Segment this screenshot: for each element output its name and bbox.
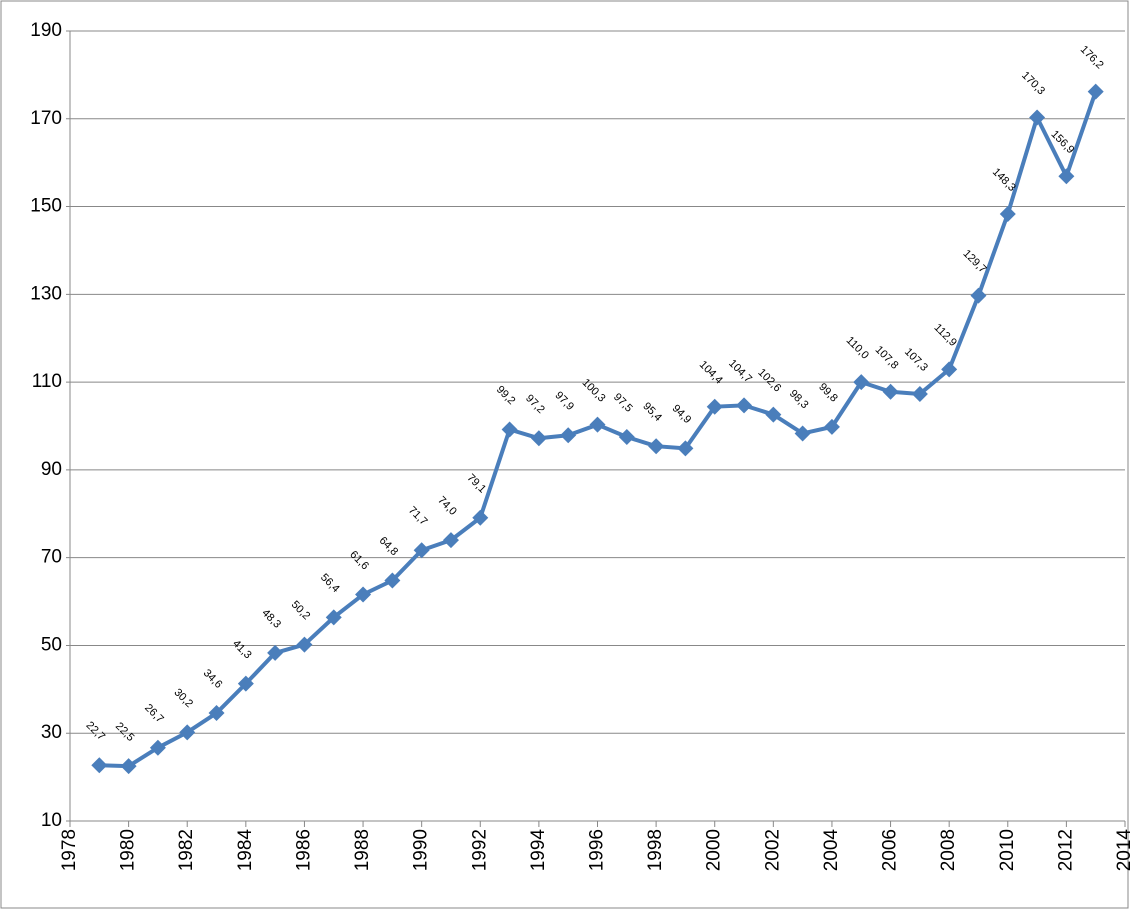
- x-tick-label: 1992: [469, 829, 490, 871]
- data-marker: [677, 440, 694, 457]
- data-marker: [1058, 168, 1075, 185]
- data-marker: [794, 425, 811, 442]
- x-tick-label: 2004: [821, 829, 842, 872]
- x-tick-label: 1996: [587, 829, 608, 871]
- x-tick-label: 1998: [645, 829, 666, 871]
- y-tick-label: 130: [30, 283, 62, 304]
- x-tick-label: 1988: [352, 829, 373, 871]
- data-marker: [589, 416, 606, 433]
- data-marker: [618, 428, 635, 445]
- data-marker: [91, 757, 108, 774]
- x-tick-label: 1984: [235, 829, 256, 872]
- y-tick-label: 190: [30, 20, 62, 41]
- x-tick-label: 2006: [880, 829, 901, 871]
- data-marker: [501, 421, 518, 438]
- x-tick-label: 2000: [704, 829, 725, 871]
- y-tick-label: 170: [30, 108, 62, 129]
- data-marker: [1029, 109, 1046, 126]
- data-marker: [736, 397, 753, 414]
- y-tick-label: 30: [41, 722, 62, 743]
- data-marker: [325, 609, 342, 626]
- data-marker: [296, 636, 313, 653]
- y-tick-label: 150: [30, 196, 62, 217]
- y-tick-label: 70: [41, 547, 62, 568]
- x-tick-label: 1982: [176, 829, 197, 871]
- data-marker: [267, 644, 284, 661]
- x-tick-label: 1978: [59, 829, 80, 871]
- x-tick-label: 2008: [938, 829, 959, 871]
- x-tick-label: 2014: [1114, 829, 1130, 872]
- data-marker: [413, 542, 430, 559]
- x-tick-label: 2002: [762, 829, 783, 871]
- x-tick-label: 1980: [118, 829, 139, 871]
- x-tick-label: 1994: [528, 829, 549, 872]
- data-marker: [941, 361, 958, 378]
- data-marker: [765, 406, 782, 423]
- data-marker: [442, 532, 459, 549]
- data-marker: [179, 724, 196, 741]
- y-tick-label: 90: [41, 459, 62, 480]
- data-marker: [530, 430, 547, 447]
- data-marker: [853, 374, 870, 391]
- data-marker: [355, 586, 372, 603]
- data-marker: [706, 398, 723, 415]
- data-marker: [911, 385, 928, 402]
- x-tick-label: 1990: [411, 829, 432, 871]
- data-marker: [882, 383, 899, 400]
- y-tick-label: 50: [41, 634, 62, 655]
- data-marker: [120, 758, 137, 775]
- data-marker: [560, 427, 577, 444]
- x-tick-label: 2012: [1055, 829, 1076, 871]
- x-tick-label: 2010: [997, 829, 1018, 871]
- y-tick-label: 10: [41, 810, 62, 831]
- data-marker: [149, 739, 166, 756]
- y-tick-label: 110: [32, 371, 62, 392]
- data-marker: [237, 675, 254, 692]
- data-marker: [1087, 83, 1104, 100]
- data-marker: [472, 509, 489, 526]
- data-marker: [384, 572, 401, 589]
- data-marker: [970, 287, 987, 304]
- data-marker: [999, 206, 1016, 223]
- x-tick-label: 1986: [293, 829, 314, 871]
- data-marker: [648, 438, 665, 455]
- data-marker: [823, 418, 840, 435]
- data-marker: [208, 705, 225, 722]
